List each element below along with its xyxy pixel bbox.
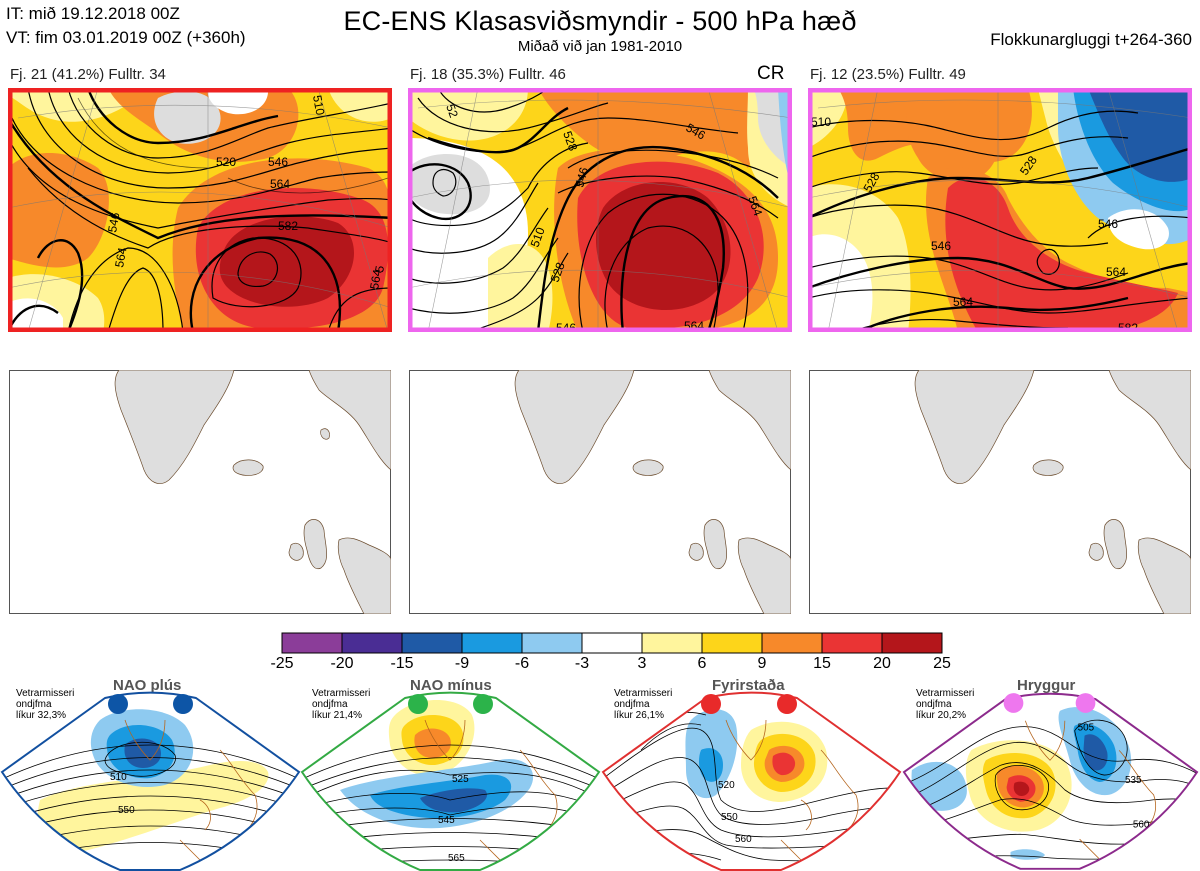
pattern-2-dot-left: [408, 694, 428, 714]
land-map-2: [409, 370, 791, 614]
pattern-4-title: Hryggur: [1017, 677, 1076, 694]
colorbar-tick-label: -20: [330, 655, 354, 672]
colorbar-tick-label: -15: [390, 655, 414, 672]
cluster-2-tag: CR: [757, 63, 785, 84]
contour-label: 564: [745, 194, 765, 218]
pattern-3-title: Fyrirstaða: [712, 677, 785, 694]
contour-label: 528: [548, 260, 568, 284]
colorbar-swatch: [821, 632, 883, 654]
contour-label: 564: [1106, 265, 1126, 279]
colorbar-tick-label: 6: [697, 655, 707, 672]
contour-label: 5: [372, 264, 387, 273]
pattern-1-dot-right: [173, 694, 193, 714]
colorbar-tick-label: -25: [270, 655, 294, 672]
colorbar-tick-label: 25: [933, 655, 951, 672]
pattern-4-note: Vetrarmisseri ondjfma líkur 20,2%: [916, 688, 975, 721]
contour-label: 545: [438, 815, 455, 826]
contour-label: 510: [310, 94, 327, 116]
colorbar-swatch: [521, 632, 583, 654]
contour-label: 546: [1098, 217, 1118, 231]
pattern-4-map[interactable]: 505 535 560: [902, 690, 1200, 871]
land-map-1: [9, 370, 391, 614]
contour-label: 52: [443, 102, 461, 120]
cluster-1-label: Fj. 21 (41.2%) Fulltr. 34: [10, 66, 166, 83]
pattern-3-dot-left: [701, 694, 721, 714]
contour-label: 546: [556, 321, 576, 332]
contour-label: 550: [721, 812, 738, 823]
contour-label: 550: [118, 805, 135, 816]
contour-label: 546: [931, 239, 951, 253]
contour-label: 546: [105, 211, 122, 233]
pattern-1-dot-left: [108, 694, 128, 714]
cluster-2-label: Fj. 18 (35.3%) Fulltr. 46: [410, 66, 566, 83]
init-time: IT: mið 19.12.2018 00Z: [6, 4, 180, 23]
contour-label: 520: [718, 780, 735, 791]
colorbar-tick-label: -9: [454, 655, 470, 672]
land-map-3: [809, 370, 1191, 614]
cluster-3-map[interactable]: 510 528 528 546 546 564 564 582: [808, 88, 1192, 332]
colorbar-swatch: [761, 632, 823, 654]
contour-label: 564: [953, 295, 973, 309]
pattern-2-map[interactable]: 525 545 565: [300, 690, 602, 871]
pattern-1-frame: [0, 691, 301, 871]
page-title: EC-ENS Klasasviðsmyndir - 500 hPa hæð: [343, 6, 857, 36]
pattern-3-frame: [601, 691, 902, 871]
cluster-3-border: [808, 88, 1192, 332]
contour-label: 564: [367, 268, 384, 290]
pattern-4-dot-left: [1003, 693, 1024, 713]
window-label: Flokkunargluggi t+264-360: [990, 30, 1192, 49]
contour-label: 565: [448, 853, 465, 864]
colorbar-tick-label: -6: [514, 655, 530, 672]
page-subtitle: Miðað við jan 1981-2010: [517, 38, 683, 55]
contour-label: 582: [1118, 321, 1138, 332]
contour-label: 510: [528, 225, 548, 249]
colorbar-swatch: [701, 632, 763, 654]
contour-label: 546: [268, 155, 288, 169]
colorbar-tick-label: 20: [873, 655, 891, 672]
pattern-3-note: Vetrarmisseri ondjfma líkur 26,1%: [614, 688, 673, 721]
pattern-1-note: Vetrarmisseri ondjfma líkur 32,3%: [16, 688, 75, 721]
colorbar-swatch: [401, 632, 463, 654]
pattern-1-map[interactable]: 510 550: [0, 690, 302, 871]
cluster-1-map[interactable]: 510 520 546 546 564 564 582 564 5: [8, 88, 392, 332]
pattern-4-frame: [902, 692, 1199, 870]
colorbar-swatch: [341, 632, 403, 654]
valid-time: VT: fim 03.01.2019 00Z (+360h): [6, 28, 246, 47]
pattern-1-title: NAO plús: [113, 677, 182, 694]
colorbar-tick-label: 15: [813, 655, 831, 672]
colorbar-tick-label: -3: [574, 655, 590, 672]
contour-label: 520: [216, 155, 236, 169]
colorbar-swatch: [881, 632, 943, 654]
colorbar-swatch: [581, 632, 643, 654]
contour-label: 505: [1078, 723, 1095, 734]
cluster-2-map[interactable]: 52 528 546 510 528 546 564 546 564: [408, 88, 792, 332]
colorbar: [281, 632, 943, 654]
pattern-2-dot-right: [473, 694, 493, 714]
contour-label: 528: [560, 129, 580, 153]
contour-label: 564: [270, 177, 290, 191]
contour-label: 535: [1125, 775, 1142, 786]
colorbar-swatch: [641, 632, 703, 654]
contour-label: 510: [811, 115, 831, 129]
contour-label: 564: [112, 246, 129, 268]
colorbar-swatch: [461, 632, 523, 654]
colorbar-tick-label: 3: [637, 655, 647, 672]
pattern-3-dot-right: [777, 694, 797, 714]
contour-label: 546: [572, 165, 591, 188]
colorbar-tick-label: 9: [757, 655, 767, 672]
contour-label: 525: [452, 774, 469, 785]
pattern-2-note: Vetrarmisseri ondjfma líkur 21,4%: [312, 688, 371, 721]
contour-label: 560: [735, 834, 752, 845]
pattern-4-dot-right: [1075, 693, 1096, 713]
cluster-1-border: [8, 88, 392, 332]
contour-label: 510: [110, 772, 127, 783]
contour-label: 582: [278, 219, 298, 233]
contour-label: 560: [1133, 819, 1150, 830]
pattern-2-title: NAO mínus: [410, 677, 492, 694]
pattern-3-map[interactable]: 520 550 560: [601, 690, 903, 871]
colorbar-swatch: [281, 632, 343, 654]
pattern-2-frame: [300, 691, 601, 871]
cluster-3-label: Fj. 12 (23.5%) Fulltr. 49: [810, 66, 966, 83]
cluster-2-border: [408, 88, 792, 332]
